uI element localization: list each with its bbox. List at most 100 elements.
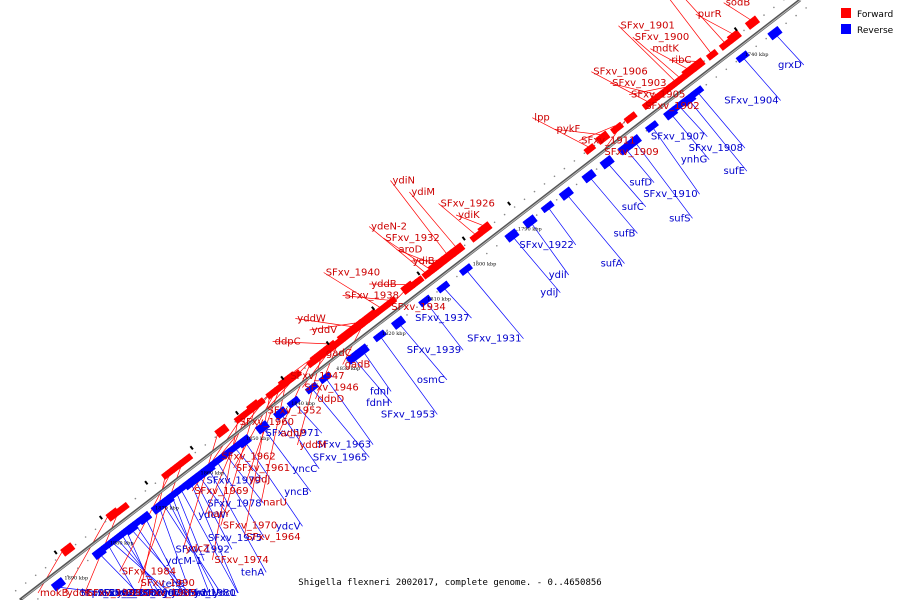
gene-label[interactable]: SFxv_1922 [519, 240, 573, 251]
gene-label[interactable]: sufD [629, 178, 652, 189]
gene-label[interactable]: fdnH [366, 398, 390, 409]
gene-label[interactable]: lpp [534, 113, 549, 124]
gene-label[interactable]: rimL [191, 588, 214, 599]
gene-label[interactable]: SFxv_1964 [246, 532, 300, 543]
gene-label[interactable]: SFxv_1909 [604, 147, 658, 158]
gene-label[interactable]: ydcM-2 [171, 588, 207, 599]
gene-label[interactable]: SFxv_1940 [326, 268, 380, 279]
gene-label[interactable]: ddpC [275, 337, 301, 348]
gene-label[interactable]: SFxv_2007 [80, 588, 134, 599]
gene-label[interactable]: ydiJ [540, 288, 558, 299]
gene-label[interactable]: adhP [281, 429, 306, 440]
gene-label[interactable]: SFxv_1947 [290, 371, 344, 382]
gene-label[interactable]: SFxv_1969 [194, 486, 248, 497]
gene-label[interactable]: ydiN [393, 176, 416, 187]
gene-label[interactable]: fdnI [370, 386, 389, 397]
gene-label[interactable]: sufE [724, 166, 745, 177]
gene-label[interactable]: SFxv_1971 [266, 428, 320, 439]
gene-label[interactable]: SFxv_1985 [142, 588, 196, 599]
gene-label[interactable]: yddV [312, 325, 338, 336]
gene-label[interactable]: SFxv_1965 [313, 452, 367, 463]
gene-label[interactable]: ydcL [213, 588, 237, 599]
gene-label[interactable]: SFxv_2000 [103, 588, 157, 599]
gene-label[interactable]: SFxv_1931 [467, 334, 521, 345]
gene-label[interactable]: SFxv_1961 [236, 463, 290, 474]
gene-label[interactable]: yncB [284, 487, 309, 498]
gene-label[interactable]: SFxv_1960 [240, 417, 294, 428]
gene-label[interactable]: ydiK [458, 210, 480, 221]
gene-label[interactable]: ynhG [681, 155, 707, 166]
gene-label[interactable]: SFxv_1980 [181, 588, 235, 599]
gene-label[interactable]: SFxv_1907 [651, 132, 705, 143]
gene-label[interactable]: ydcZ [185, 544, 210, 555]
gene-label[interactable]: SFxv_1952 [268, 406, 322, 417]
gene-label[interactable]: mokB [40, 588, 69, 599]
gene-label[interactable]: narY [207, 509, 231, 520]
gene-label[interactable]: SFxv_1998 [87, 588, 141, 599]
gene-label[interactable]: pykF [557, 124, 581, 135]
gene-label[interactable]: SFxv_1938 [345, 291, 399, 302]
gene-label[interactable]: SFxv_1946 [304, 383, 358, 394]
gene-label[interactable]: SFxv_1939 [407, 345, 461, 356]
gene-label[interactable]: sufA [601, 259, 623, 270]
gene-label[interactable]: sodB [726, 0, 751, 9]
gene-label[interactable]: aroD [399, 245, 423, 256]
gene-label[interactable]: sufB [613, 228, 635, 239]
gene-label[interactable]: ydcV [276, 521, 301, 532]
gene-label[interactable]: ydcW [198, 510, 226, 521]
gene-label[interactable]: SFxv_1902 [645, 101, 699, 112]
gene-label[interactable]: cybB [111, 588, 136, 599]
gene-label[interactable]: SFxv_1970 [223, 521, 277, 532]
gene-label[interactable]: ydiM [411, 187, 435, 198]
gene-label[interactable]: SFxv_1911 [581, 136, 635, 147]
gene-label[interactable]: osmC [417, 375, 445, 386]
gene-label[interactable]: SFxv_1962 [221, 452, 275, 463]
gene-label[interactable]: purR [698, 9, 722, 20]
gene-label[interactable]: yddJ [249, 475, 271, 486]
gene-label[interactable]: yncC [292, 464, 317, 475]
gene-label[interactable]: SFxv_1905 [631, 90, 685, 101]
gene-label[interactable]: SFxv_1953 [381, 409, 435, 420]
gene-label[interactable]: SFxv_2008 [108, 588, 162, 599]
gene-label[interactable]: grxD [778, 60, 802, 71]
gene-label[interactable]: ydeN-2 [371, 222, 407, 233]
gene-label[interactable]: ydcU [194, 588, 219, 599]
gene-label[interactable]: ydiI [549, 270, 567, 281]
gene-label[interactable]: mdtK [652, 44, 679, 55]
gene-label[interactable]: sufS [669, 213, 690, 224]
gene-label[interactable]: hrpA [81, 588, 105, 599]
gene-label[interactable]: SFxv_1901 [621, 21, 675, 32]
gene-label[interactable]: SFxv_1997 [126, 588, 180, 599]
gene-label[interactable]: ddpD [318, 394, 345, 405]
gene-label[interactable]: tehA [241, 567, 264, 578]
gene-label[interactable]: sufC [622, 202, 644, 213]
gene-label[interactable]: SFxv_1904 [724, 96, 778, 107]
gene-label[interactable]: SFxv_1900 [635, 32, 689, 43]
gene-label[interactable]: ribC [671, 55, 691, 66]
gene-label[interactable]: SFxv_1963 [317, 440, 371, 451]
gene-label[interactable]: gadC [326, 348, 352, 359]
gene-label[interactable]: SFxv_1974 [214, 555, 268, 566]
gene-label[interactable]: SFxv_1979 [207, 475, 261, 486]
gene-label[interactable]: trg [153, 588, 167, 599]
gene-label[interactable]: mdoD [151, 588, 181, 599]
gene-label[interactable]: SFxv_1932 [385, 233, 439, 244]
gene-label[interactable]: SFxv_1978 [207, 498, 261, 509]
gene-label[interactable]: SFxv_1937 [415, 313, 469, 324]
gene-label[interactable]: SFxv_1984 [122, 567, 176, 578]
gene-label[interactable]: ydcM-1 [166, 556, 202, 567]
gene-label[interactable]: SFxv_1903 [612, 78, 666, 89]
gene-label[interactable]: yddM [299, 440, 326, 451]
gene-label[interactable]: SFxv_1910 [643, 189, 697, 200]
gene-label[interactable]: SFxv_1934 [391, 302, 445, 313]
gene-label[interactable]: SFxv_1906 [593, 67, 647, 78]
gene-label[interactable]: gadB [345, 360, 371, 371]
gene-label[interactable]: SFxv_1992 [176, 544, 230, 555]
gene-label[interactable]: SFxv_1926 [441, 199, 495, 210]
gene-label[interactable]: tehB [162, 579, 185, 590]
gene-label[interactable]: SFxv_1975 [208, 533, 262, 544]
gene-label[interactable]: SFxv_1908 [689, 143, 743, 154]
gene-label[interactable]: yddB [371, 279, 397, 290]
gene-label[interactable]: SFxv_1990 [141, 578, 195, 589]
gene-label[interactable]: ydcA [162, 588, 187, 599]
